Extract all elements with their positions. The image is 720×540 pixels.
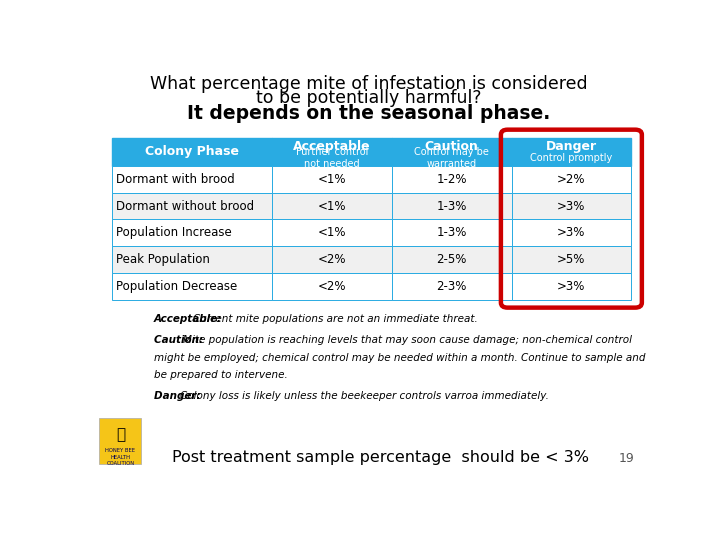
FancyBboxPatch shape — [392, 138, 511, 166]
Text: >5%: >5% — [557, 253, 585, 266]
FancyBboxPatch shape — [511, 193, 631, 219]
Text: 1-2%: 1-2% — [436, 173, 467, 186]
FancyBboxPatch shape — [272, 166, 392, 193]
Text: <1%: <1% — [318, 226, 346, 239]
FancyBboxPatch shape — [112, 246, 272, 273]
FancyBboxPatch shape — [511, 246, 631, 273]
Text: Control promptly: Control promptly — [530, 153, 613, 163]
FancyBboxPatch shape — [392, 273, 511, 300]
FancyBboxPatch shape — [272, 193, 392, 219]
Text: Current mite populations are not an immediate threat.: Current mite populations are not an imme… — [193, 314, 478, 325]
Text: Population Decrease: Population Decrease — [117, 280, 238, 293]
FancyBboxPatch shape — [511, 138, 631, 166]
Text: Dormant with brood: Dormant with brood — [117, 173, 235, 186]
Text: >2%: >2% — [557, 173, 585, 186]
Text: Danger:: Danger: — [154, 391, 204, 401]
Text: Colony Phase: Colony Phase — [145, 145, 239, 158]
Text: 2-5%: 2-5% — [436, 253, 467, 266]
Text: 2-3%: 2-3% — [436, 280, 467, 293]
FancyBboxPatch shape — [392, 193, 511, 219]
Text: Colony loss is likely unless the beekeeper controls varroa immediately.: Colony loss is likely unless the beekeep… — [180, 391, 549, 401]
Text: What percentage mite of infestation is considered: What percentage mite of infestation is c… — [150, 75, 588, 93]
Text: >3%: >3% — [557, 280, 585, 293]
Text: 1-3%: 1-3% — [436, 226, 467, 239]
FancyBboxPatch shape — [272, 138, 392, 166]
FancyBboxPatch shape — [511, 166, 631, 193]
Text: Mite population is reaching levels that may soon cause damage; non-chemical cont: Mite population is reaching levels that … — [184, 335, 632, 345]
Text: Caution:: Caution: — [154, 335, 207, 345]
Text: >3%: >3% — [557, 200, 585, 213]
Text: Acceptable:: Acceptable: — [154, 314, 226, 325]
Text: Acceptable: Acceptable — [293, 140, 371, 153]
Text: Peak Population: Peak Population — [117, 253, 210, 266]
FancyBboxPatch shape — [272, 219, 392, 246]
Text: Caution: Caution — [425, 140, 479, 153]
Text: HONEY BEE
HEALTH
COALITION: HONEY BEE HEALTH COALITION — [105, 448, 135, 466]
Text: be prepared to intervene.: be prepared to intervene. — [154, 370, 288, 380]
Text: to be potentially harmful?: to be potentially harmful? — [256, 89, 482, 107]
Text: might be employed; chemical control may be needed within a month. Continue to sa: might be employed; chemical control may … — [154, 353, 646, 362]
FancyBboxPatch shape — [112, 166, 272, 193]
Text: 🐝: 🐝 — [116, 427, 125, 442]
Text: Post treatment sample percentage  should be < 3%: Post treatment sample percentage should … — [171, 450, 589, 465]
FancyBboxPatch shape — [99, 418, 141, 464]
Text: 19: 19 — [618, 452, 634, 465]
Text: <1%: <1% — [318, 173, 346, 186]
Text: It depends on the seasonal phase.: It depends on the seasonal phase. — [187, 104, 551, 123]
FancyBboxPatch shape — [112, 193, 272, 219]
FancyBboxPatch shape — [272, 246, 392, 273]
Text: Dormant without brood: Dormant without brood — [117, 200, 255, 213]
Text: Control may be
warranted: Control may be warranted — [414, 147, 489, 169]
Text: <2%: <2% — [318, 280, 346, 293]
FancyBboxPatch shape — [392, 219, 511, 246]
FancyBboxPatch shape — [112, 219, 272, 246]
Text: Population Increase: Population Increase — [117, 226, 233, 239]
FancyBboxPatch shape — [392, 166, 511, 193]
FancyBboxPatch shape — [511, 219, 631, 246]
Text: Danger: Danger — [546, 140, 597, 153]
FancyBboxPatch shape — [112, 138, 272, 166]
Text: >3%: >3% — [557, 226, 585, 239]
FancyBboxPatch shape — [392, 246, 511, 273]
Text: <2%: <2% — [318, 253, 346, 266]
FancyBboxPatch shape — [112, 273, 272, 300]
FancyBboxPatch shape — [272, 273, 392, 300]
Text: 1-3%: 1-3% — [436, 200, 467, 213]
Text: <1%: <1% — [318, 200, 346, 213]
Text: Further control
not needed: Further control not needed — [296, 147, 368, 169]
FancyBboxPatch shape — [511, 273, 631, 300]
